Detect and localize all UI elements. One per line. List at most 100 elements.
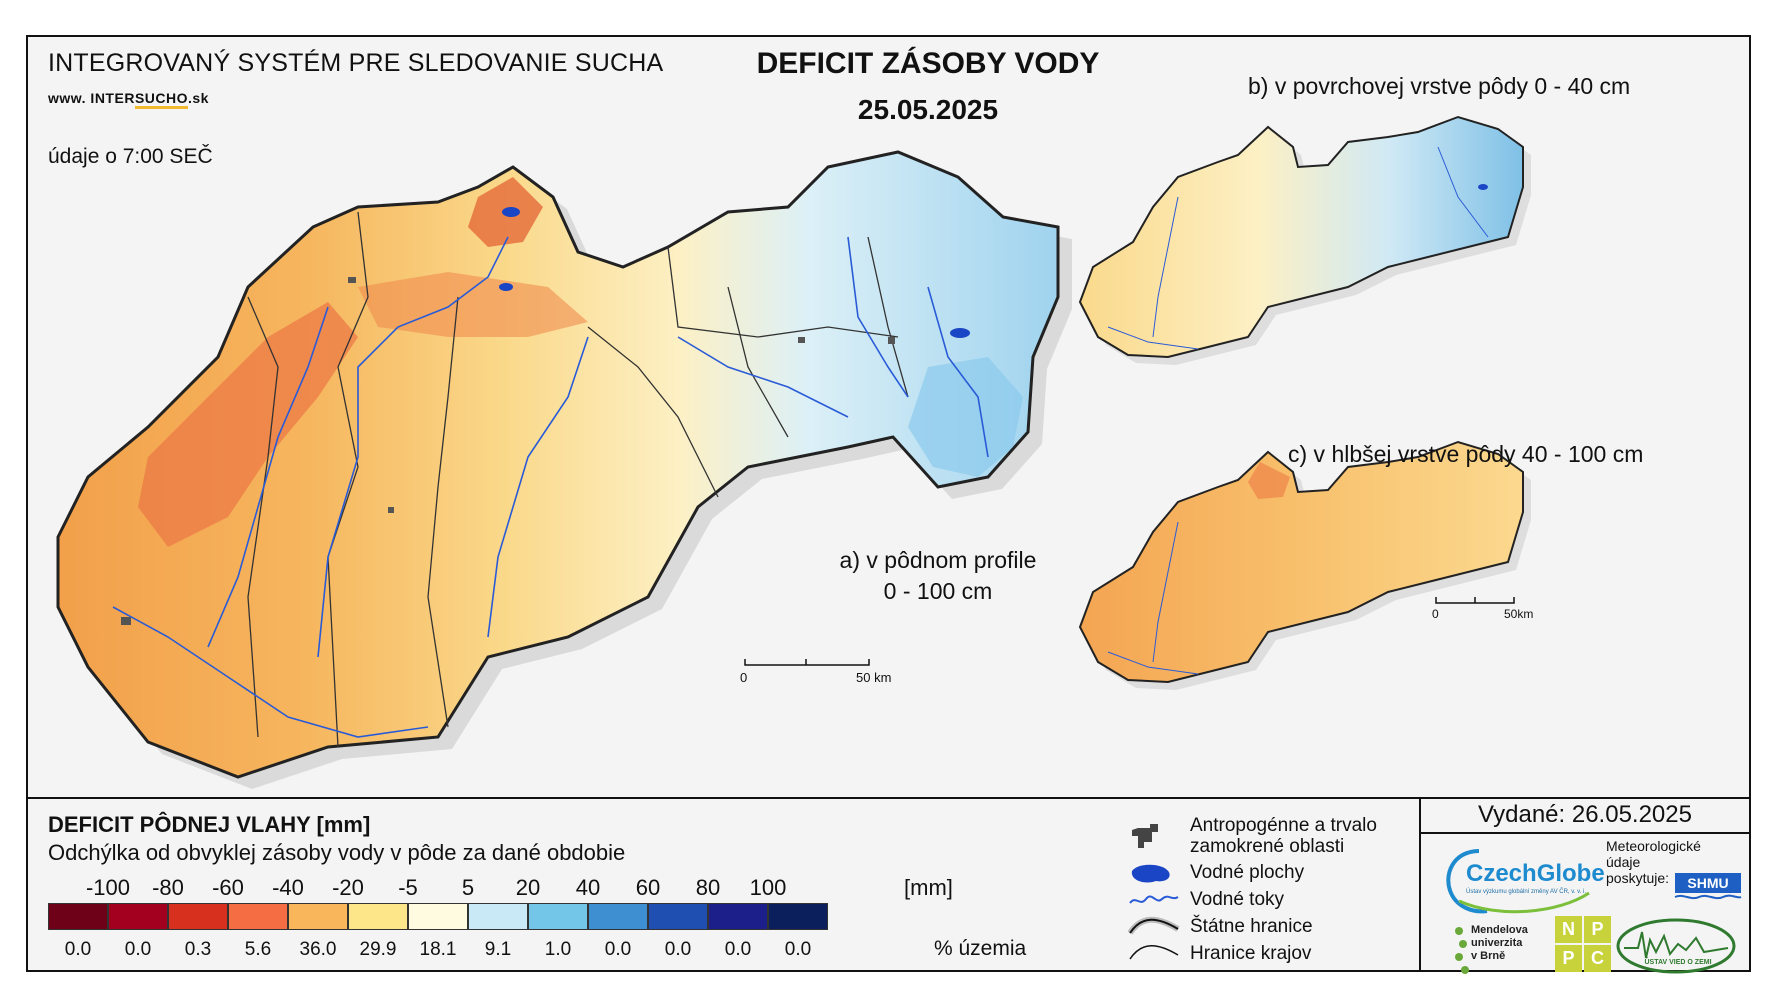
legend-swatch (348, 903, 408, 930)
website-suffix: .sk (188, 90, 209, 106)
legend-percentage: 0.3 (184, 939, 212, 960)
region-border-icon (1129, 945, 1179, 960)
legend-tick-label: -80 (152, 875, 184, 900)
nppc-letter: P (1584, 916, 1611, 943)
legend-swatch (468, 903, 528, 930)
legend-percentage: 29.9 (359, 939, 397, 960)
nppc-letter: C (1584, 945, 1611, 972)
symbol-label-urban: Antropogénne a trvalo zamokrené oblasti (1190, 815, 1377, 857)
lake-sirava (950, 328, 970, 338)
website-link[interactable]: www. INTERSUCHO.sk (48, 90, 209, 109)
legend-percentage: 0.0 (724, 939, 752, 960)
legend-percentage: 0.0 (64, 939, 92, 960)
symbol-label-river: Vodné toky (1190, 889, 1285, 910)
data-time-note: údaje o 7:00 SEČ (48, 145, 213, 168)
legend-tick-label: 20 (515, 875, 541, 900)
map-a-depth: 0 - 100 cm (883, 578, 993, 604)
legend-percent-unit: % územia (934, 937, 1027, 960)
scale-small-end: 50km (1504, 607, 1534, 621)
wet-zone-east (908, 357, 1023, 477)
meteo-line-1: Meteorologické (1606, 838, 1701, 854)
map-frame: INTEGROVANÝ SYSTÉM PRE SLEDOVANIE SUCHA … (26, 35, 1751, 974)
shmu-logo-icon: SHMU (1674, 873, 1742, 900)
legend-percentage: 0.0 (664, 939, 692, 960)
nppc-letter: N (1555, 916, 1582, 943)
water-body-icon (1131, 864, 1170, 883)
system-title: INTEGROVANÝ SYSTÉM PRE SLEDOVANIE SUCHA (48, 49, 664, 77)
rivers (112, 236, 989, 738)
map-a-label: a) v pôdnom profile (839, 547, 1037, 573)
scale-small-start: 0 (1432, 607, 1439, 621)
scale-bar-small (1435, 597, 1515, 604)
legend-percentage: 0.0 (124, 939, 152, 960)
legend-swatch (768, 903, 828, 930)
mendel-line-1: Mendelova (1471, 924, 1528, 936)
meteo-line-3: poskytuje: (1606, 870, 1670, 886)
shmu-label: SHMU (1687, 875, 1728, 891)
legend-tick-label: -5 (398, 875, 418, 900)
czechglobe-name: CzechGlobe (1466, 860, 1605, 887)
legend-swatch (528, 903, 588, 930)
legend-tick-label: -100 (85, 875, 131, 900)
mendel-line-3: v Brně (1471, 950, 1506, 962)
legend-percentage: 9.1 (484, 939, 512, 960)
website-accent: SUCHO (134, 90, 188, 109)
map-b-lake (1478, 184, 1488, 190)
meteo-line-2: údaje (1606, 854, 1641, 870)
legend-unit: [mm] (904, 875, 953, 900)
legend-tick-label: 60 (635, 875, 661, 900)
mendel-logo-icon (1455, 927, 1469, 974)
river-icon (1129, 895, 1179, 904)
map-area (56, 115, 1531, 789)
urban-areas (121, 277, 895, 625)
map-b-label: b) v povrchovej vrstve pôdy 0 - 40 cm (1248, 73, 1631, 99)
institute-label: ÚSTAV VIED O ZEMI (1644, 957, 1711, 966)
legend-tick-label: -20 (332, 875, 364, 900)
mendel-university: Mendelova univerzita v Brně (1471, 924, 1528, 963)
map-c-label: c) v hlbšej vrstve pôdy 40 - 100 cm (1288, 441, 1644, 467)
legend-subtitle: Odchýlka od obvyklej zásoby vody v pôde … (48, 840, 626, 865)
legend-percentage: 0.0 (784, 939, 812, 960)
nppc-logo: N P P C (1555, 916, 1611, 972)
czechglobe-subtitle: Ústav výzkumu globální změny AV ČR, v. v… (1466, 889, 1587, 895)
website-prefix: www. INTER (48, 90, 135, 106)
symbol-label-water: Vodné plochy (1190, 862, 1305, 883)
legend-percentage: 36.0 (299, 939, 337, 960)
legend-swatch (168, 903, 228, 930)
issued-date: Vydané: 26.05.2025 (1478, 801, 1692, 828)
state-border-icon (1128, 916, 1180, 935)
legend-swatch (708, 903, 768, 930)
legend-swatch (588, 903, 648, 930)
main-map-slovakia (56, 150, 1060, 779)
lake-orava (502, 207, 520, 217)
legend-percentage: 1.0 (544, 939, 572, 960)
legend-percentage: 0.0 (604, 939, 632, 960)
legend-tick-label: 100 (749, 875, 787, 900)
legend-swatch (228, 903, 288, 930)
legend-tick-label: -60 (212, 875, 244, 900)
map-c-slovakia (1078, 440, 1524, 684)
map-b-slovakia (1078, 115, 1524, 359)
legend-swatch (648, 903, 708, 930)
urban-area-icon (1132, 824, 1158, 848)
legend-percentage: 18.1 (419, 939, 457, 960)
map-c-dry-zone (1248, 462, 1290, 499)
main-title: DEFICIT ZÁSOBY VODY (756, 47, 1100, 80)
map-c-rivers (1107, 521, 1199, 675)
scale-main-start: 0 (740, 670, 748, 685)
scale-main-end: 50 km (856, 670, 892, 685)
czechglobe-logo-icon (1446, 849, 1590, 914)
meteo-credit: Meteorologické údaje poskytuje: (1606, 838, 1701, 886)
legend-swatch (108, 903, 168, 930)
mendel-line-2: univerzita (1471, 937, 1523, 949)
legend-swatch (408, 903, 468, 930)
map-date: 25.05.2025 (857, 94, 999, 125)
legend-tick-label: 5 (461, 875, 475, 900)
legend-percentage: 5.6 (244, 939, 272, 960)
region-borders (247, 211, 909, 748)
lake-liptov (499, 283, 513, 291)
legend-tick-label: 80 (695, 875, 721, 900)
issued-divider (1421, 832, 1749, 834)
earth-science-institute-logo-icon: ÚSTAV VIED O ZEMI (1616, 918, 1736, 974)
legend-swatch (48, 903, 108, 930)
